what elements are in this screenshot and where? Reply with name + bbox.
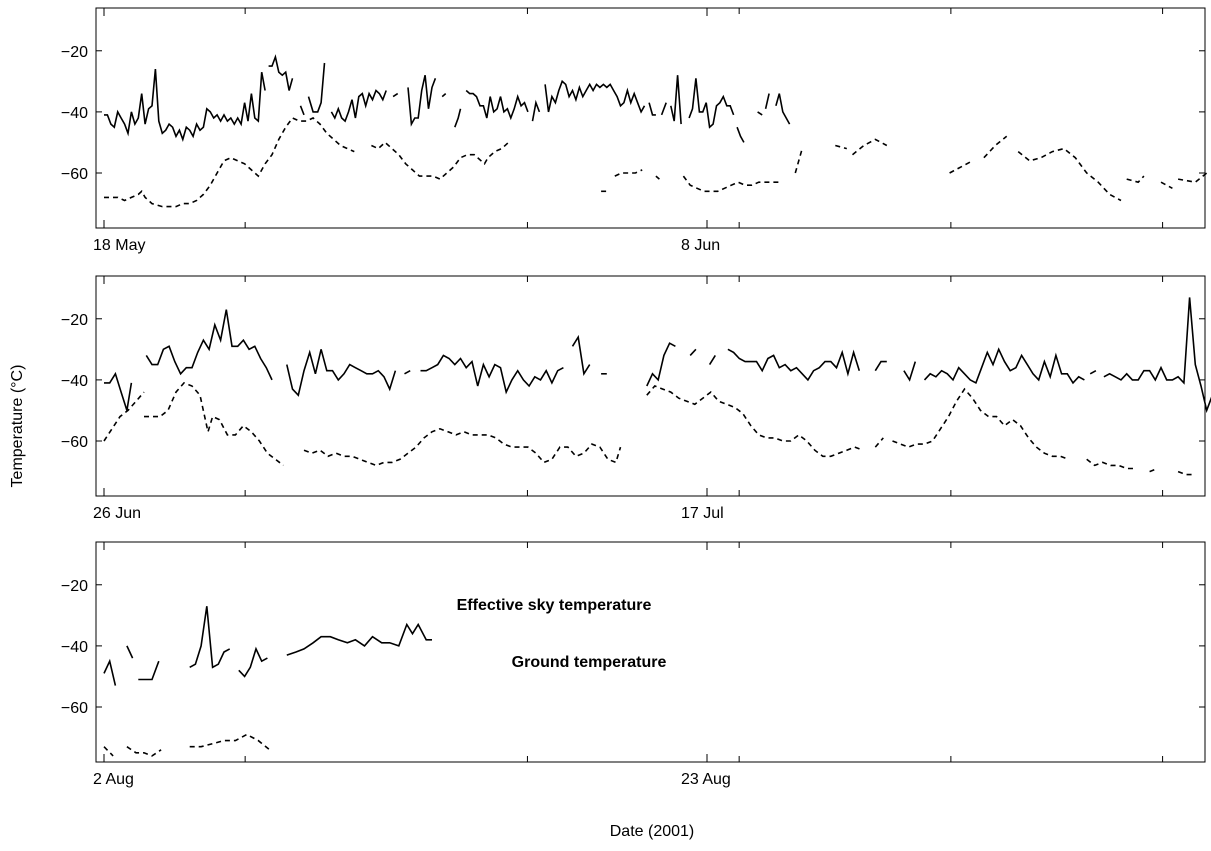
sky-temperature-line xyxy=(727,348,861,382)
sky-temperature-line xyxy=(764,93,770,109)
plot-frame xyxy=(95,275,1206,497)
sky-temperature-line xyxy=(286,622,432,656)
sky-temperature-line xyxy=(145,309,273,381)
sky-temperature-line xyxy=(465,89,529,121)
ground-temperature-line xyxy=(144,381,284,467)
sky-temperature-line xyxy=(420,354,564,395)
x-tick-label: 18 May xyxy=(93,237,145,254)
sky-temperature-line xyxy=(138,660,160,681)
ground-temperature-line xyxy=(794,148,803,174)
y-tick-label: −20 xyxy=(61,312,88,329)
ground-temperature-line xyxy=(646,385,864,458)
x-tick-label: 17 Jul xyxy=(681,505,724,522)
y-tick-label: −40 xyxy=(61,105,88,122)
sky-temperature-line xyxy=(238,646,268,678)
plot-frame xyxy=(95,541,1206,763)
sky-temperature-line xyxy=(544,79,646,114)
sky-temperature-line xyxy=(454,108,462,128)
ground-temperature-line xyxy=(614,169,643,177)
panel-2: −20 −40 −60 26 Jun 17 Jul xyxy=(61,275,1211,522)
sky-temperature-line xyxy=(441,92,447,98)
y-tick-label: −20 xyxy=(61,44,88,61)
sky-temperature-line xyxy=(307,62,326,113)
sky-temperature-line xyxy=(286,349,397,397)
ground-temperature-line xyxy=(851,138,888,156)
sky-temperature-line xyxy=(104,69,266,142)
sky-temperature-line xyxy=(104,371,133,411)
y-tick-label: −40 xyxy=(61,373,88,390)
sky-temperature-line xyxy=(736,126,745,143)
x-axis-title: Date (2001) xyxy=(610,823,695,840)
sky-temperature-line xyxy=(571,334,591,377)
sky-temperature-line xyxy=(708,354,716,366)
ground-temperature-line xyxy=(892,387,1069,461)
ground-temperature-line xyxy=(655,175,660,180)
sky-temperature-line xyxy=(330,89,387,123)
sky-temperature-line xyxy=(689,348,697,356)
ground-temperature-line xyxy=(1149,467,1158,473)
ground-temperature-line xyxy=(371,141,510,181)
sky-temperature-line xyxy=(660,102,667,116)
sky-temperature-line xyxy=(404,369,411,375)
sky-temperature-line xyxy=(923,347,1085,385)
x-tick-label: 26 Jun xyxy=(93,505,141,522)
y-axis-title: Temperature (°C) xyxy=(9,365,26,488)
annotation-sky: Effective sky temperature xyxy=(457,597,652,614)
sky-temperature-line xyxy=(189,606,231,669)
sky-temperature-line xyxy=(407,75,437,127)
ground-temperature-line xyxy=(835,144,848,150)
sky-temperature-line xyxy=(874,360,887,372)
ground-temperature-line xyxy=(1177,470,1195,476)
ground-temperature-line xyxy=(983,135,1008,159)
ground-temperature-line xyxy=(682,175,780,193)
panel-1: −20 −40 −60 18 May 8 Jun xyxy=(61,7,1208,254)
plot-frame xyxy=(95,7,1206,229)
ground-temperature-line xyxy=(103,746,114,757)
sky-temperature-line xyxy=(670,75,682,125)
y-tick-label: −60 xyxy=(61,166,88,183)
ground-temperature-line xyxy=(1086,458,1135,470)
x-tick-label: 8 Jun xyxy=(681,237,720,254)
ground-temperature-line xyxy=(1177,172,1208,184)
ground-temperature-line xyxy=(1160,181,1173,190)
ground-temperature-line xyxy=(126,746,162,757)
sky-temperature-line xyxy=(757,111,763,116)
sky-temperature-line xyxy=(648,102,656,116)
panel-3: −20 −40 −60 2 Aug 23 Aug Effective sky temper… xyxy=(61,541,1206,788)
sky-temperature-line xyxy=(392,92,399,98)
x-tick-label: 23 Aug xyxy=(681,771,731,788)
sky-temperature-line xyxy=(268,54,294,91)
sky-temperature-line xyxy=(126,645,134,659)
sky-temperature-line xyxy=(1103,297,1211,414)
x-tick-label: 2 Aug xyxy=(93,771,134,788)
sky-temperature-line xyxy=(775,93,791,125)
sky-temperature-line xyxy=(103,658,117,686)
ground-temperature-line xyxy=(189,733,271,751)
sky-temperature-line xyxy=(531,99,541,122)
ground-temperature-line xyxy=(103,391,145,442)
ground-temperature-line xyxy=(874,437,884,448)
y-tick-label: −20 xyxy=(61,578,88,595)
sky-temperature-line xyxy=(688,78,735,129)
sky-temperature-line xyxy=(646,342,676,387)
sky-temperature-line xyxy=(299,105,305,116)
annotation-ground: Ground temperature xyxy=(512,654,667,671)
ground-temperature-line xyxy=(104,117,355,208)
ground-temperature-line xyxy=(1126,175,1145,184)
sky-temperature-line xyxy=(1089,369,1097,375)
sky-temperature-line xyxy=(903,361,917,382)
ground-temperature-line xyxy=(949,160,973,174)
y-tick-label: −60 xyxy=(61,434,88,451)
y-tick-label: −40 xyxy=(61,639,88,656)
ground-temperature-line xyxy=(1017,147,1122,202)
y-tick-label: −60 xyxy=(61,700,88,717)
ground-temperature-line xyxy=(303,427,622,467)
